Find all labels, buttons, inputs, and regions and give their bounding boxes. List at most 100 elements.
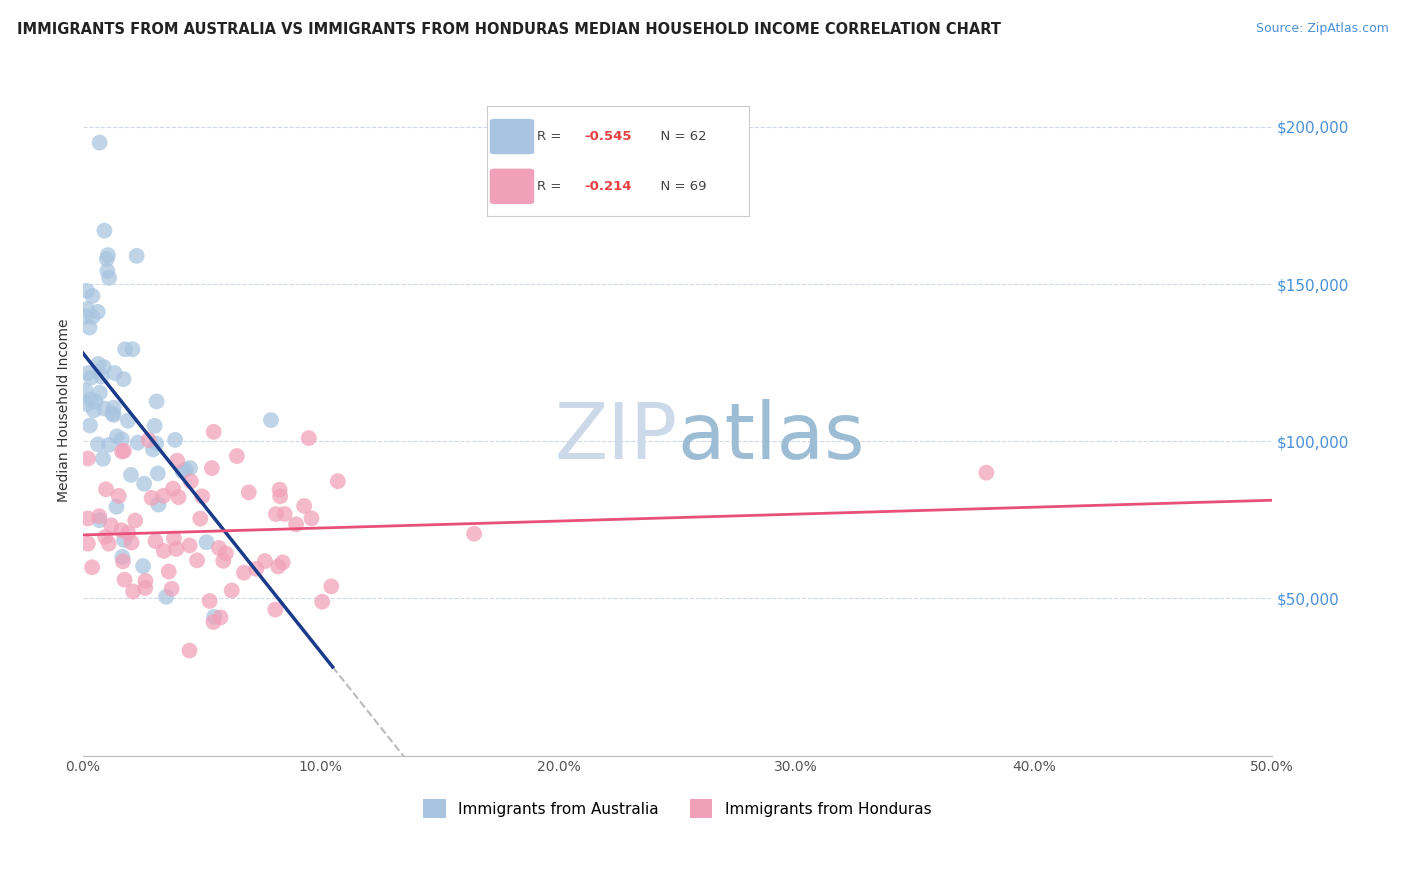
Y-axis label: Median Household Income: Median Household Income [58, 318, 72, 501]
Point [82, 560, 104, 574]
Point [225, 449, 247, 463]
Point [253, 554, 276, 568]
Point [155, 590, 177, 604]
Point [127, 435, 149, 450]
Point [83, 403, 105, 417]
Point [82, 310, 104, 324]
Point [165, 541, 187, 556]
Point [121, 535, 143, 549]
Point [98, 438, 121, 452]
Text: IMMIGRANTS FROM AUSTRALIA VS IMMIGRANTS FROM HONDURAS MEDIAN HOUSEHOLD INCOME CO: IMMIGRANTS FROM AUSTRALIA VS IMMIGRANTS … [17, 22, 1001, 37]
Point [77, 451, 100, 466]
Point [138, 433, 160, 447]
Point [76, 284, 98, 298]
Point [112, 533, 135, 547]
Point [198, 594, 221, 608]
Point [76, 511, 98, 525]
Point [94, 530, 117, 544]
Point [976, 466, 998, 480]
Point [163, 532, 186, 546]
Point [134, 581, 156, 595]
Point [195, 535, 218, 549]
Point [202, 610, 225, 624]
Point [174, 462, 197, 476]
Point [201, 461, 224, 475]
Point [75, 310, 97, 324]
Point [202, 425, 225, 439]
Point [134, 574, 156, 588]
Point [76, 301, 98, 316]
Point [112, 372, 135, 386]
Point [94, 483, 117, 497]
Point [77, 366, 100, 380]
Point [97, 537, 120, 551]
Point [87, 305, 110, 319]
Point [76, 536, 98, 550]
Point [292, 499, 315, 513]
Point [285, 517, 308, 532]
Point [80, 392, 103, 407]
Point [111, 444, 134, 458]
Point [105, 429, 128, 443]
Point [165, 433, 187, 447]
Point [157, 565, 180, 579]
Point [273, 507, 295, 521]
Point [160, 582, 183, 596]
Point [89, 509, 111, 524]
Point [153, 544, 176, 558]
Point [132, 559, 155, 574]
Point [82, 289, 104, 303]
Point [117, 526, 139, 541]
Point [111, 554, 134, 568]
Point [202, 615, 225, 629]
Point [179, 461, 201, 475]
Point [172, 465, 194, 479]
Point [179, 539, 201, 553]
Point [96, 252, 118, 266]
Point [122, 584, 145, 599]
Text: ZIP: ZIP [554, 400, 678, 475]
Point [107, 489, 129, 503]
Point [212, 554, 235, 568]
Point [186, 553, 208, 567]
Point [179, 643, 201, 657]
Point [89, 513, 111, 527]
Point [93, 224, 115, 238]
Point [264, 507, 287, 521]
Point [96, 264, 118, 278]
Point [180, 475, 202, 489]
Point [84, 394, 107, 409]
Point [166, 454, 188, 468]
Point [271, 555, 294, 569]
Point [98, 270, 121, 285]
Point [103, 408, 125, 422]
Point [301, 511, 323, 525]
Point [311, 595, 333, 609]
Point [120, 467, 142, 482]
Point [87, 357, 110, 371]
Point [145, 534, 167, 549]
Point [101, 407, 124, 421]
Point [124, 514, 146, 528]
Point [221, 583, 243, 598]
Point [79, 320, 101, 334]
Point [110, 523, 132, 537]
Point [93, 360, 115, 375]
Point [97, 248, 120, 262]
Point [264, 602, 287, 616]
Point [103, 401, 125, 415]
Point [90, 369, 112, 384]
Point [87, 437, 110, 451]
Point [117, 414, 139, 428]
Point [134, 476, 156, 491]
Point [114, 573, 136, 587]
Point [267, 559, 290, 574]
Point [114, 343, 136, 357]
Point [215, 546, 238, 560]
Point [326, 474, 349, 488]
Point [142, 442, 165, 457]
Point [112, 443, 135, 458]
Point [89, 385, 111, 400]
Point [141, 491, 163, 505]
Point [269, 483, 291, 497]
